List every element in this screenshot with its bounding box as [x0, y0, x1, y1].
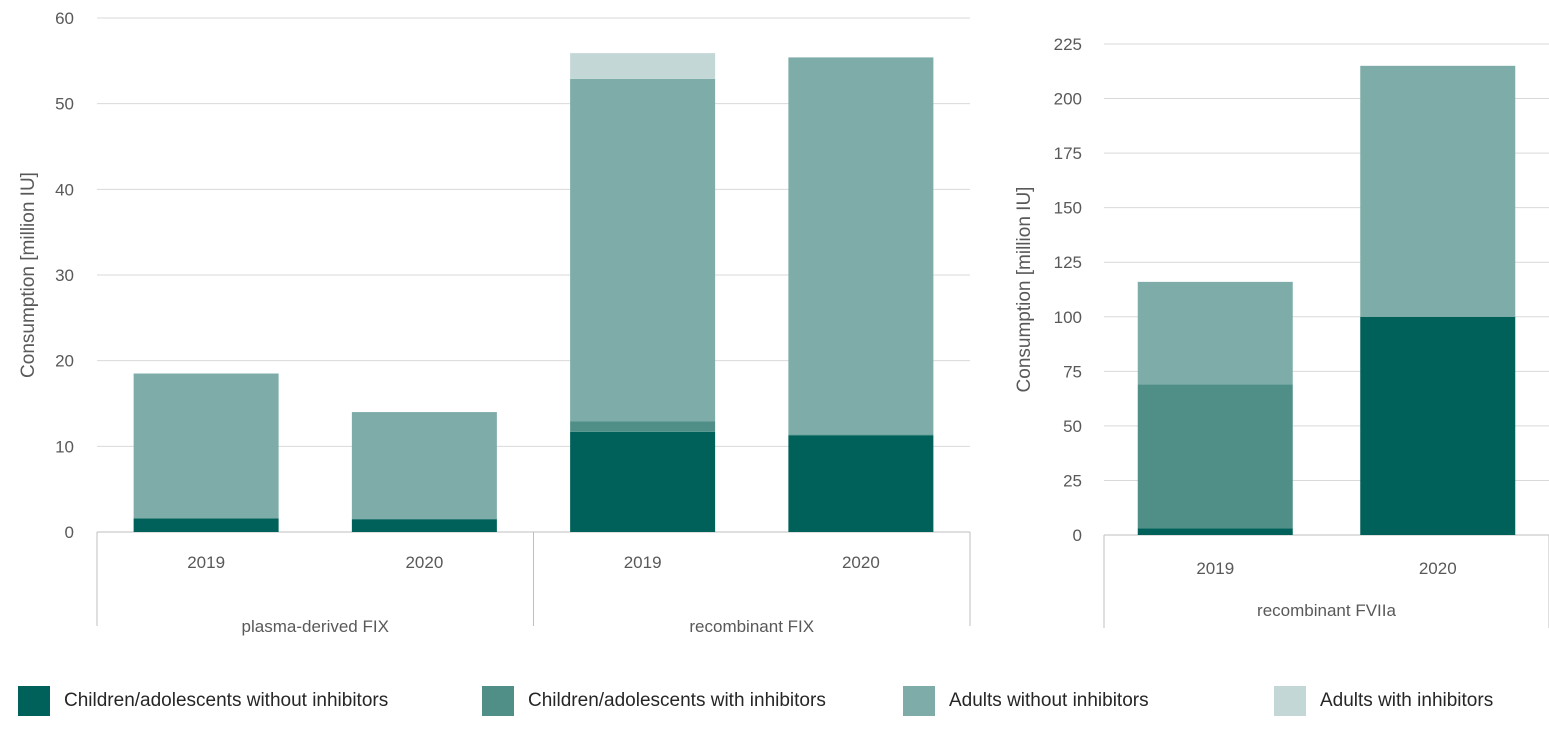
bar-segment-adults_without [570, 78, 716, 422]
bar-segment-children_without [788, 435, 934, 532]
y-tick-label: 225 [1054, 35, 1082, 54]
category-label: 2020 [842, 553, 880, 572]
y-tick-label: 20 [55, 352, 74, 371]
legend-label-adults-without: Adults without inhibitors [949, 690, 1149, 711]
bar-segment-adults_without [351, 412, 497, 520]
bar-segment-adults_without [788, 57, 934, 435]
y-tick-label: 50 [1063, 417, 1082, 436]
legend-swatch-adults-without [903, 686, 935, 716]
group-label: recombinant FIX [689, 617, 814, 636]
category-label: 2020 [1419, 559, 1457, 578]
y-axis-title: Consumption [million IU] [18, 172, 39, 378]
legend-label-children-without: Children/adolescents without inhibitors [64, 690, 389, 711]
bar-segment-children_without [570, 431, 716, 532]
group-label: plasma-derived FIX [242, 617, 389, 636]
legend-item-children-without: Children/adolescents without inhibitors [18, 686, 388, 716]
bar-segment-children_without [1137, 528, 1293, 535]
y-tick-label: 25 [1063, 471, 1082, 490]
y-tick-label: 200 [1054, 90, 1082, 109]
category-label: 2019 [1196, 559, 1234, 578]
bar-segment-children_with [1137, 384, 1293, 529]
y-tick-label: 150 [1054, 199, 1082, 218]
y-tick-label: 30 [55, 266, 74, 285]
bar-segment-children_without [351, 519, 497, 532]
bar-segment-children_without [1360, 316, 1516, 535]
legend-label-adults-with: Adults with inhibitors [1320, 690, 1494, 711]
y-tick-label: 50 [55, 95, 74, 114]
chart-1: 0 25 50 75 100 125 150 175 200 225 Consumption [mi… [1014, 35, 1549, 628]
bar-segment-adults_without [1360, 65, 1516, 317]
group-label: recombinant FVIIa [1257, 601, 1396, 620]
y-tick-label: 175 [1054, 144, 1082, 163]
category-label: 2019 [187, 553, 225, 572]
chart-0: 0 10 20 30 40 50 60 Consumption [million IU] pla… [18, 9, 971, 636]
y-tick-label: 75 [1063, 362, 1082, 381]
bar-segment-children_without [133, 518, 279, 532]
y-tick-label: 0 [65, 523, 74, 542]
y-axis-title: Consumption [million IU] [1014, 187, 1035, 393]
legend-label-children-with: Children/adolescents with inhibitors [528, 690, 826, 711]
bar-segment-adults_without [1137, 281, 1293, 385]
bar-segment-children_with [788, 434, 934, 436]
y-tick-label: 60 [55, 9, 74, 28]
bar-segment-adults_with [570, 53, 716, 79]
category-label: 2019 [624, 553, 662, 572]
legend-swatch-adults-with [1274, 686, 1306, 716]
y-tick-label: 100 [1054, 308, 1082, 327]
legend-item-children-with: Children/adolescents with inhibitors [482, 686, 826, 716]
legend-swatch-children-with [482, 686, 514, 716]
category-label: 2020 [405, 553, 443, 572]
legend-swatch-children-without [18, 686, 50, 716]
bar-segment-adults_without [133, 373, 279, 519]
legend-item-adults-with: Adults with inhibitors [1274, 686, 1493, 716]
y-tick-label: 0 [1073, 526, 1082, 545]
y-tick-label: 40 [55, 180, 74, 199]
legend-item-adults-without: Adults without inhibitors [903, 686, 1149, 716]
y-tick-label: 10 [55, 437, 74, 456]
y-tick-label: 125 [1054, 253, 1082, 272]
legend: Children/adolescents without inhibitors … [0, 686, 1549, 726]
bar-segment-children_with [570, 421, 716, 432]
